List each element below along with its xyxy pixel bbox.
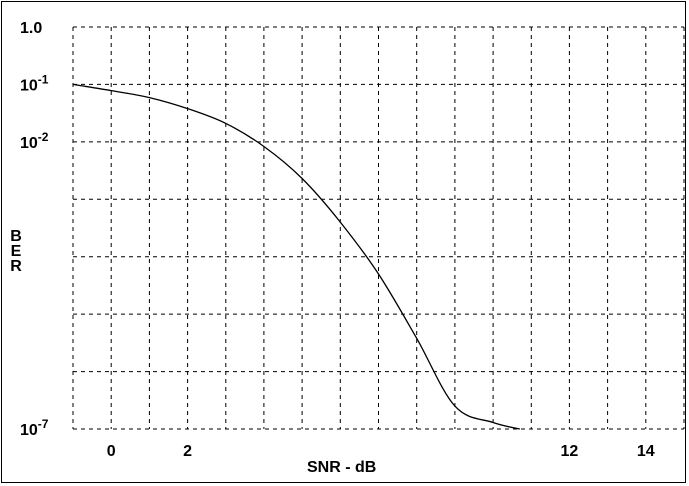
y-tick-label: 10-2 [20,130,49,152]
x-tick-label: 12 [561,443,579,460]
y-axis-title-letter: B [10,228,22,245]
grid-layer [72,26,685,430]
y-tick-label: 1.0 [20,20,42,37]
series-layer [72,83,520,430]
x-axis-title: SNR - dB [307,459,376,476]
y-tick-label: 10-7 [20,417,49,439]
x-tick-label: 2 [183,443,192,460]
y-axis-title-letter: E [11,243,22,260]
y-axis-title: BER [10,228,22,275]
y-tick-labels: 1.0 10-1 10-2 10-7 [20,20,49,439]
y-axis-title-letter: R [10,258,22,275]
ber-curve [72,83,520,430]
x-tick-label: 14 [637,443,655,460]
x-tick-label: 0 [107,443,116,460]
x-tick-labels: 0 2 12 14 [107,443,655,460]
y-tick-label: 10-1 [20,72,49,94]
